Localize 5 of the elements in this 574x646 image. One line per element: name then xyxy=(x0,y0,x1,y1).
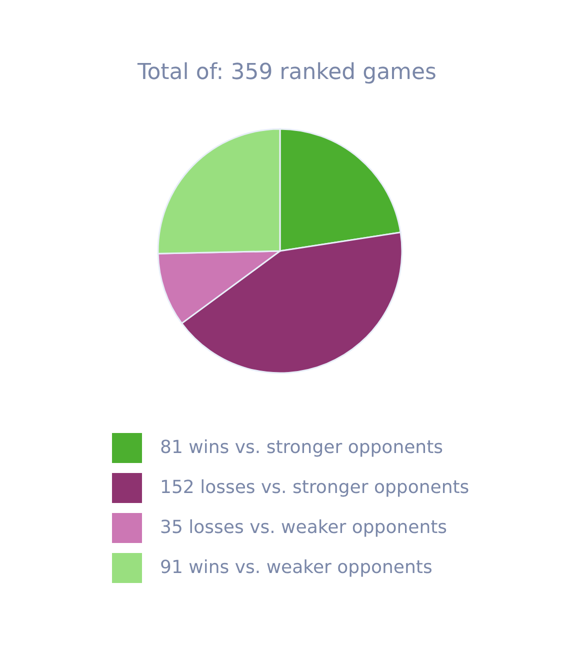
legend-label: 81 wins vs. stronger opponents xyxy=(160,437,444,458)
chart-title: Total of: 359 ranked games xyxy=(136,60,438,85)
legend-label: 91 wins vs. weaker opponents xyxy=(160,557,432,578)
legend-label: 152 losses vs. stronger opponents xyxy=(160,477,470,498)
legend-label: 35 losses vs. weaker opponents xyxy=(160,517,448,538)
